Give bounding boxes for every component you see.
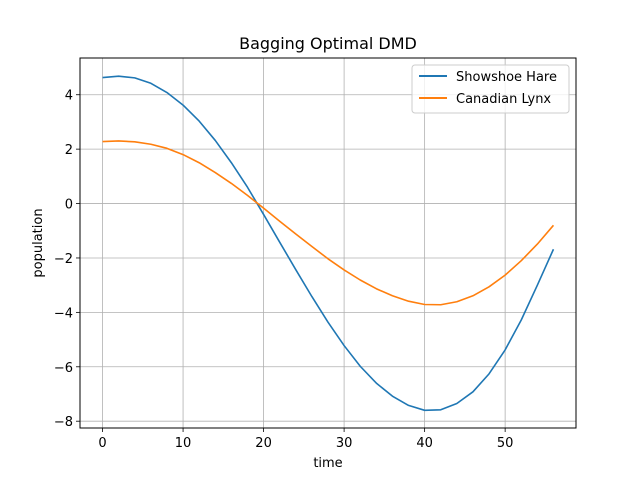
chart-title: Bagging Optimal DMD	[239, 34, 417, 53]
legend-label-canadian-lynx: Canadian Lynx	[456, 92, 551, 107]
x-tick-label: 40	[416, 436, 433, 451]
y-tick-label: 0	[65, 198, 73, 213]
legend: Showshoe Hare Canadian Lynx	[411, 64, 570, 114]
x-axis-title: time	[313, 456, 342, 471]
legend-box	[411, 64, 570, 114]
x-tick-label: 0	[98, 436, 106, 451]
y-axis-title: population	[31, 208, 46, 277]
series-line-canadian-lynx	[102, 140, 555, 306]
y-tick-label: −4	[54, 306, 73, 321]
y-tick-label: −8	[54, 415, 73, 430]
y-tick-label: 2	[65, 143, 73, 158]
y-tick-label: 4	[65, 89, 73, 104]
x-tick-label: 50	[497, 436, 514, 451]
y-tick-label: −2	[54, 252, 73, 267]
plot-frame	[79, 57, 577, 429]
x-tick-label: 20	[255, 436, 272, 451]
y-tick-label: −6	[54, 361, 73, 376]
plot-series	[102, 75, 555, 412]
axis-ticks: 0 10 20 30 40 50 −8 −6 −4 −2 0 2 4	[54, 89, 514, 451]
x-tick-label: 10	[175, 436, 192, 451]
legend-label-showshoe-hare: Showshoe Hare	[456, 70, 557, 85]
x-tick-label: 30	[336, 436, 353, 451]
series-line-showshoe-hare	[102, 75, 555, 412]
